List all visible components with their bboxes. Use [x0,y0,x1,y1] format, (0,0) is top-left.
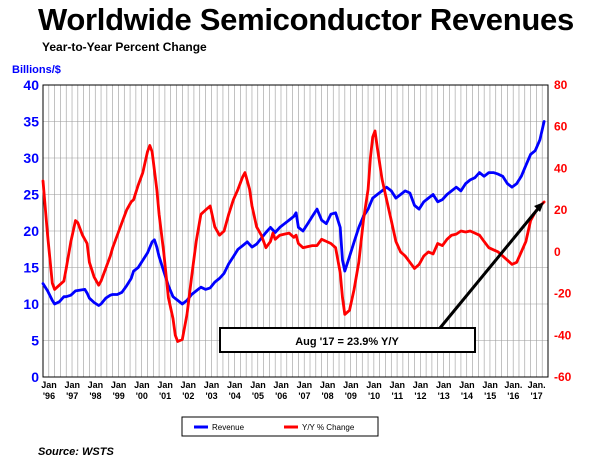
y-left-tick-label: 30 [23,150,39,166]
annotation-text: Aug '17 = 23.9% Y/Y [295,336,399,348]
chart-subtitle: Year-to-Year Percent Change [42,40,207,54]
y-left-tick-label: 5 [31,333,39,349]
x-axis-ticks: Jan'96Jan'97Jan'98Jan'99Jan'00Jan'01Jan'… [41,380,545,401]
x-tick-label: '11 [391,391,403,401]
y-left-tick-label: 0 [31,369,39,385]
x-tick-label: Jan [343,380,359,390]
x-tick-label: '03 [205,391,217,401]
y-left-tick-label: 20 [23,223,39,239]
legend-box [181,416,379,437]
x-tick-label: '01 [159,391,171,401]
x-tick-label: '04 [229,391,241,401]
x-tick-label: Jan [227,380,243,390]
x-tick-label: Jan [204,380,220,390]
x-tick-label: '06 [275,391,287,401]
x-tick-label: Jan [482,380,498,390]
x-tick-label: Jan [320,380,336,390]
legend: Revenue Y/Y % Change [181,416,379,437]
y-left-tick-label: 35 [23,114,39,130]
x-tick-label: '97 [66,391,78,401]
series-line-revenue [41,120,546,307]
annotation-arrowhead [534,202,545,213]
x-tick-label: '07 [298,391,310,401]
x-tick-label: '09 [345,391,357,401]
x-tick-label: Jan [413,380,429,390]
x-tick-label: Jan [64,380,80,390]
y-left-tick-label: 25 [23,187,39,203]
y-right-tick-label: 80 [554,78,568,92]
x-tick-label: '10 [368,391,380,401]
legend-label: Revenue [212,423,245,432]
annotation-box [219,327,476,353]
x-tick-label: Jan. [504,380,522,390]
y-right-tick-label: 40 [554,161,568,175]
x-tick-label: '13 [438,391,450,401]
source-note: Source: WSTS [38,446,114,458]
x-tick-label: '05 [252,391,264,401]
plot-frame [42,84,549,378]
x-tick-label: Jan [134,380,150,390]
y-right-tick-label: 60 [554,120,568,134]
x-tick-label: '98 [89,391,101,401]
x-tick-label: '96 [43,391,55,401]
x-tick-label: '02 [182,391,194,401]
x-tick-label: '16 [507,391,519,401]
y-right-tick-label: -60 [554,370,572,384]
x-tick-label: Jan [366,380,382,390]
x-tick-label: Jan [88,380,104,390]
series-lines [41,120,546,343]
x-tick-label: '17 [531,391,543,401]
y-axis-right-ticks: -60 -40 -20 0 20 40 60 80 [554,78,572,384]
x-tick-label: Jan [297,380,313,390]
x-tick-label: Jan [436,380,452,390]
y-right-tick-label: 20 [554,203,568,217]
x-tick-label: '12 [414,391,426,401]
legend-label: Y/Y % Change [302,423,355,432]
x-tick-label: Jan. [528,380,546,390]
x-tick-label: '14 [461,391,473,401]
x-tick-label: '15 [484,391,496,401]
annotation-arrow [438,204,543,329]
y-right-tick-label: -20 [554,287,572,301]
x-tick-label: '08 [322,391,334,401]
series-line-y-y-change [41,129,546,343]
x-tick-label: Jan [41,380,57,390]
y-axis-left-label: Billions/$ [12,64,61,76]
x-tick-label: Jan [250,380,266,390]
x-tick-label: Jan [157,380,173,390]
x-tick-label: Jan [273,380,289,390]
x-tick-label: '99 [113,391,125,401]
y-axis-left-ticks: 0 5 10 15 20 25 30 35 40 [23,77,39,385]
y-right-tick-label: -40 [554,328,572,342]
x-tick-label: Jan [111,380,127,390]
x-tick-label: '00 [136,391,148,401]
y-left-tick-label: 10 [23,296,39,312]
x-tick-label: Jan [390,380,406,390]
y-left-tick-label: 15 [23,260,39,276]
chart-title: Worldwide Semiconductor Revenues [38,2,574,37]
y-left-tick-label: 40 [23,77,39,93]
x-tick-label: Jan [181,380,197,390]
y-right-tick-label: 0 [554,245,561,259]
annotation: Aug '17 = 23.9% Y/Y [219,202,545,353]
x-tick-label: Jan [459,380,475,390]
